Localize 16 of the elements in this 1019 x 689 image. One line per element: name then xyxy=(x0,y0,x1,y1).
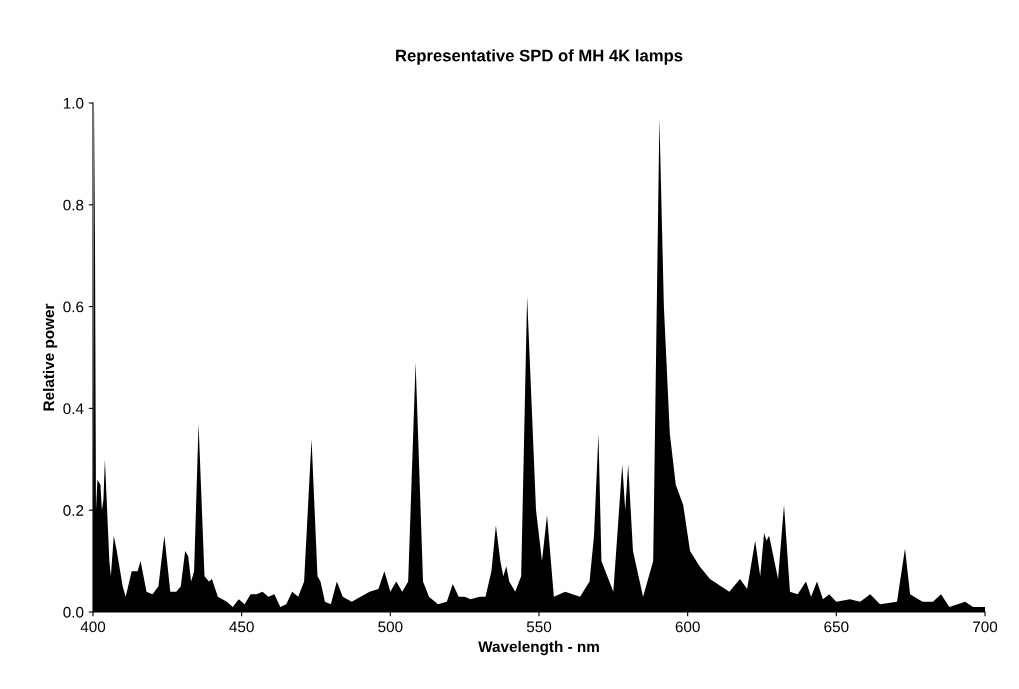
x-tick-label: 700 xyxy=(973,621,998,633)
x-tick-label: 400 xyxy=(80,621,106,633)
x-tick-label: 550 xyxy=(526,621,552,633)
x-axis-title: Wavelength - nm xyxy=(478,640,599,656)
y-tick-label: 0.0 xyxy=(63,606,84,618)
y-tick-label: 0.4 xyxy=(63,403,84,415)
y-axis-title: Relative power xyxy=(42,303,58,411)
y-tick-label: 1.0 xyxy=(63,97,84,109)
chart-title: Representative SPD of MH 4K lamps xyxy=(396,49,683,65)
x-tick-label: 650 xyxy=(824,621,849,633)
y-tick-label: 0.2 xyxy=(63,505,84,516)
x-tick-label: 500 xyxy=(378,621,403,633)
y-tick-label: 0.8 xyxy=(63,199,84,211)
y-tick-label: 0.6 xyxy=(63,301,84,313)
x-tick-label: 450 xyxy=(229,621,254,633)
x-tick-label: 600 xyxy=(675,621,700,633)
